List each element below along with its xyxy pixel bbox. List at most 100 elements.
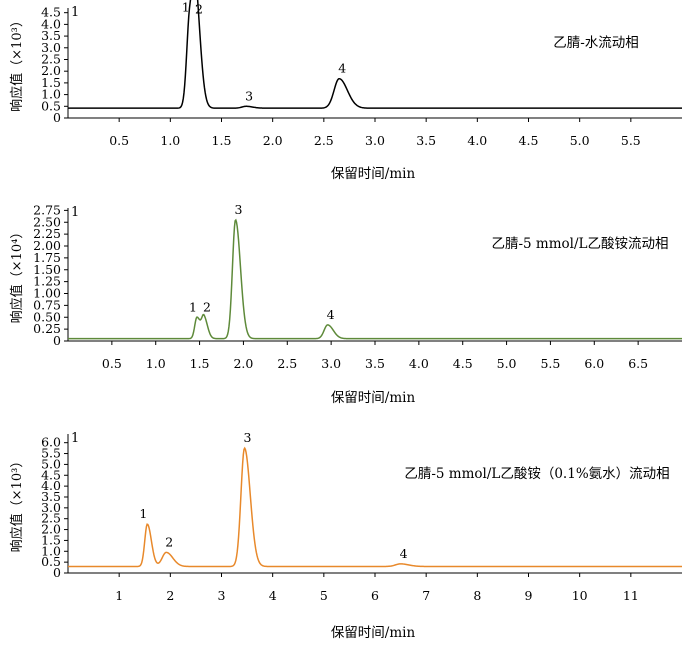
x-tick-label: 5.5 [540,356,560,371]
y-tick-label: 4.0 [41,16,61,31]
x-tick-label: 5.0 [570,133,590,148]
y-tick-label: 1.50 [33,262,61,277]
y-tick-label: 3.5 [41,28,61,43]
peak-label: 2 [195,2,203,17]
x-tick-label: 11 [623,588,639,603]
peak-label: 1 [182,0,190,14]
peak-label: 3 [244,430,252,445]
x-tick-label: 6.0 [584,356,604,371]
y-tick-label: 2.0 [41,522,61,537]
peak-label: 1 [139,506,147,521]
x-tick-label: 3.5 [416,133,436,148]
y-tick-label: 0.5 [41,98,61,113]
x-tick-label: 2 [166,588,174,603]
chart-annotation: 乙腈-5 mmol/L乙酸铵流动相 [491,236,668,252]
x-tick-label: 6.5 [628,356,648,371]
y-tick-label: 1.00 [33,286,61,301]
x-tick-label: 2.5 [314,133,334,148]
x-tick-label: 6 [371,588,379,603]
y-tick-label: 3.0 [41,500,61,515]
y-tick-label: 1.25 [33,274,61,289]
y-tick-label: 2.5 [41,511,61,526]
chart-annotation: 乙腈-水流动相 [553,35,639,51]
panel-marker: 1 [71,205,79,220]
y-tick-label: 0.25 [33,321,61,336]
x-tick-label: 3.0 [365,133,385,148]
peak-label: 1 [189,299,197,314]
y-tick-label: 1.5 [41,75,61,90]
y-tick-label: 0 [53,333,61,348]
x-tick-label: 5 [320,588,328,603]
y-tick-label: 3.5 [41,489,61,504]
x-axis-label: 保留时间/min [331,390,416,406]
x-tick-label: 2.5 [277,356,297,371]
x-tick-label: 4 [269,588,277,603]
x-tick-label: 9 [525,588,533,603]
peak-label: 3 [245,88,253,103]
y-tick-label: 0.50 [33,309,61,324]
y-tick-label: 0 [53,565,61,580]
x-tick-label: 1.0 [146,356,166,371]
x-axis-label: 保留时间/min [331,625,416,641]
x-tick-label: 4.5 [453,356,473,371]
x-tick-label: 1.5 [190,356,210,371]
y-tick-label: 0.75 [33,297,61,312]
y-tick-label: 2.25 [33,226,61,241]
y-tick-label: 2.75 [33,202,61,217]
x-axis-label: 保留时间/min [331,166,416,182]
y-tick-label: 2.00 [33,238,61,253]
panel-marker: 1 [71,5,79,20]
x-tick-label: 4.0 [467,133,487,148]
x-tick-label: 0.5 [102,356,122,371]
peak-label: 3 [235,202,243,217]
peak-label: 2 [165,534,173,549]
x-tick-label: 2.0 [233,356,253,371]
y-tick-label: 4.5 [41,5,61,20]
x-tick-label: 3.5 [365,356,385,371]
x-tick-label: 4.5 [519,133,539,148]
x-tick-label: 8 [473,588,481,603]
series-trace [68,218,682,340]
panel-marker: 1 [71,431,79,446]
y-tick-label: 5.5 [41,446,61,461]
y-tick-label: 3.0 [41,40,61,55]
peak-label: 4 [338,61,346,76]
chart-panel-3: 00.51.01.52.02.53.03.54.04.55.05.56.0 1 2 3… [9,430,682,641]
x-tick-label: 3 [218,588,226,603]
y-axis-label: 响应值（×10³） [9,14,25,112]
chart-panel-2: 00.250.500.751.001.251.501.752.002.252.5… [9,202,682,406]
peak-label: 4 [327,307,335,322]
y-tick-label: 0.5 [41,554,61,569]
x-tick-label: 4.0 [409,356,429,371]
y-tick-label: 6.0 [41,435,61,450]
x-tick-label: 7 [422,588,430,603]
x-tick-label: 1.0 [160,133,180,148]
chart-panel-1: 00.51.01.52.02.53.03.54.04.50.5 1.0 1.5 2.0… [9,0,682,182]
x-tick-label: 1 [115,588,123,603]
x-tick-label: 2.0 [263,133,283,148]
x-tick-label: 0.5 [109,133,129,148]
y-tick-label: 4.5 [41,467,61,482]
y-tick-label: 2.5 [41,51,61,66]
x-tick-label: 1.5 [212,133,232,148]
series-trace [68,446,682,568]
peak-label: 4 [400,546,408,561]
chart-annotation: 乙腈-5 mmol/L乙酸铵（0.1%氨水）流动相 [404,466,669,482]
y-axis-label: 响应值（×10⁴） [9,226,25,324]
x-tick-label: 3.0 [321,356,341,371]
y-tick-label: 1.0 [41,543,61,558]
x-tick-label: 5.5 [621,133,641,148]
y-tick-label: 1.5 [41,532,61,547]
series-trace [68,0,682,109]
y-tick-label: 1.0 [41,87,61,102]
y-tick-label: 0 [53,110,61,125]
y-tick-label: 1.75 [33,250,61,265]
peak-label: 2 [203,300,211,315]
y-tick-label: 2.50 [33,214,61,229]
y-tick-label: 4.0 [41,478,61,493]
x-tick-label: 10 [572,588,588,603]
y-tick-label: 5.0 [41,456,61,471]
y-axis-label: 响应值（×10³） [9,455,25,553]
y-tick-label: 2.0 [41,63,61,78]
